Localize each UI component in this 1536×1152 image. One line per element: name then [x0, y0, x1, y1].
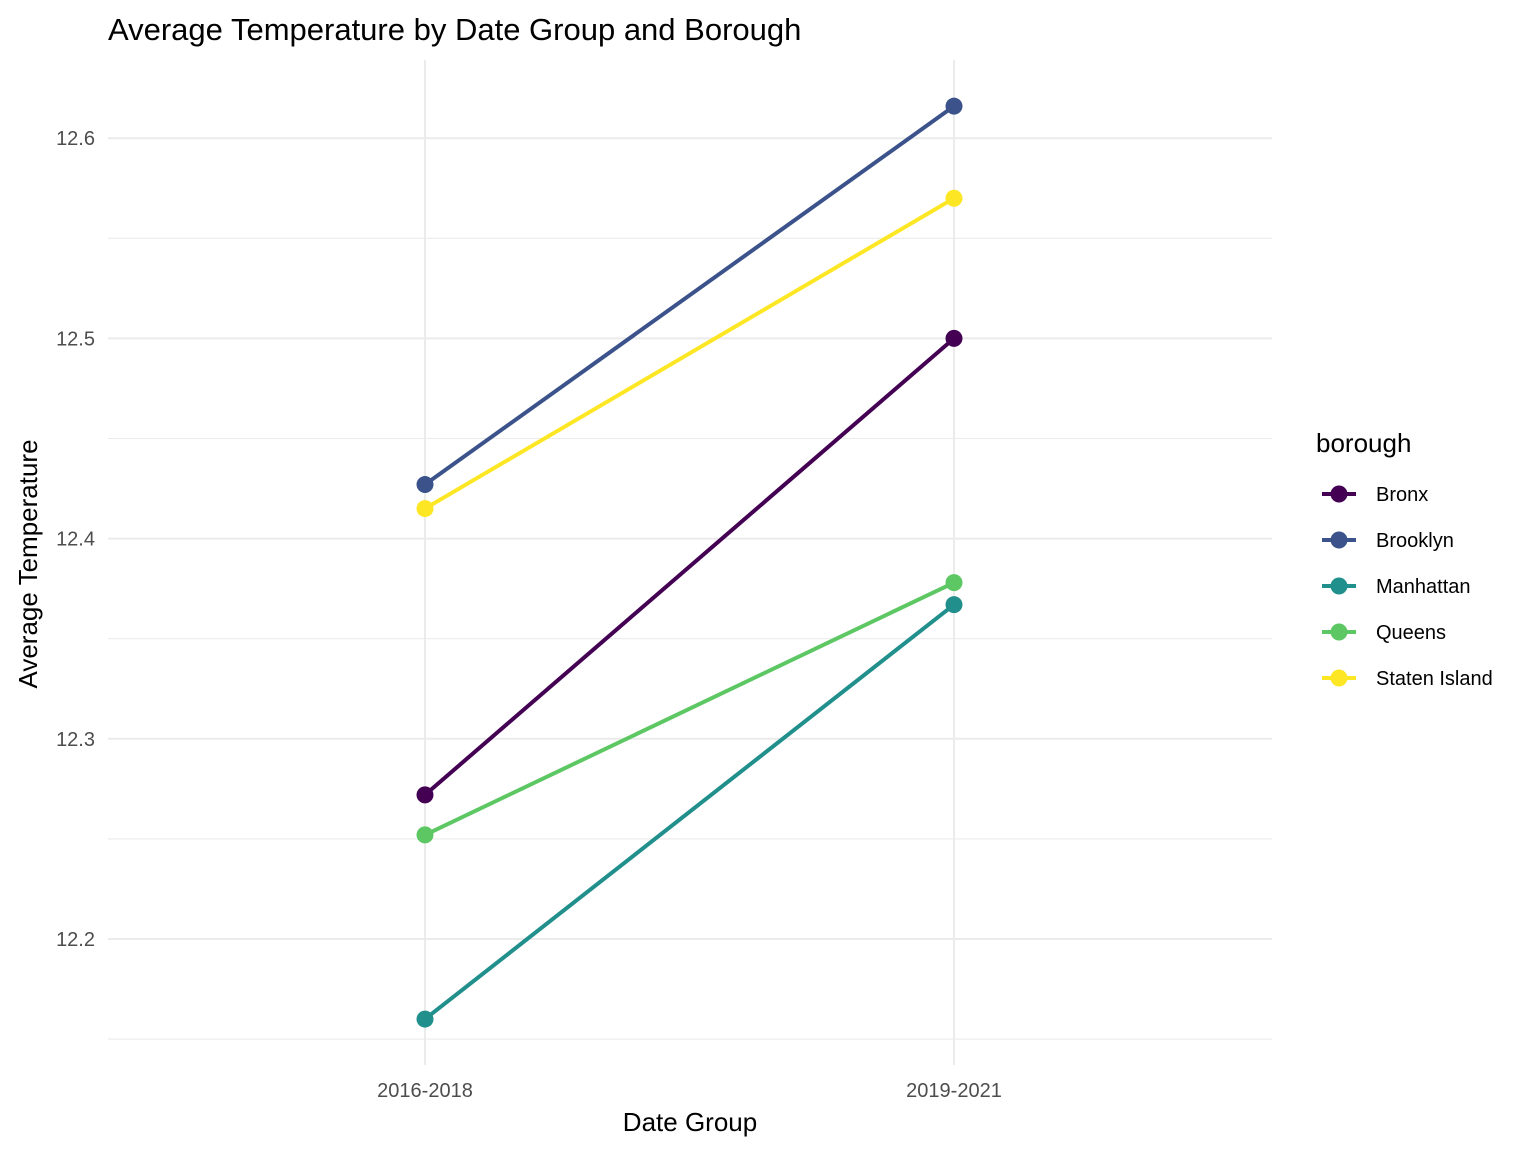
x-axis-ticks: 2016-2018 2019-2021 — [377, 1080, 1002, 1102]
data-point — [945, 596, 963, 614]
legend-label: Staten Island — [1376, 668, 1493, 690]
legend-key-point — [1330, 623, 1348, 641]
legend-title: borough — [1316, 428, 1411, 458]
series-line — [423, 603, 956, 1021]
legend-key-point — [1330, 531, 1348, 549]
data-point — [945, 189, 963, 207]
data-point — [945, 97, 963, 115]
series-manhattan — [416, 596, 963, 1028]
gridlines — [108, 60, 1272, 1065]
series-line — [423, 336, 956, 797]
y-axis-ticks: 12.2 12.3 12.4 12.5 12.6 — [56, 128, 95, 951]
legend: borough Bronx Brooklyn Manhattan Queens Stat… — [1316, 428, 1493, 690]
data-point — [416, 826, 434, 844]
data-point — [416, 1010, 434, 1028]
data-point — [416, 476, 434, 494]
legend-item: Queens — [1322, 622, 1446, 644]
series-line — [423, 196, 956, 511]
data-point — [945, 329, 963, 347]
y-axis-title: Average Temperature — [13, 439, 43, 688]
series-layer — [416, 97, 963, 1028]
legend-label: Queens — [1376, 622, 1446, 644]
y-tick-label: 12.5 — [56, 328, 95, 350]
series-line — [424, 580, 955, 837]
legend-key-point — [1330, 669, 1348, 687]
y-tick-label: 12.3 — [56, 729, 95, 751]
legend-label: Brooklyn — [1376, 530, 1454, 552]
series-brooklyn — [416, 97, 963, 494]
legend-label: Bronx — [1376, 484, 1428, 506]
legend-key-point — [1330, 485, 1348, 503]
legend-key-point — [1330, 577, 1348, 595]
x-tick-label: 2019-2021 — [906, 1080, 1002, 1102]
data-point — [416, 786, 434, 804]
x-axis-title: Date Group — [623, 1107, 757, 1137]
legend-items: Bronx Brooklyn Manhattan Queens Staten Islan… — [1322, 484, 1493, 690]
chart-title: Average Temperature by Date Group and Bo… — [108, 12, 801, 47]
legend-item: Manhattan — [1322, 576, 1471, 598]
data-point — [945, 574, 963, 592]
legend-item: Bronx — [1322, 484, 1428, 506]
series-bronx — [416, 329, 963, 804]
legend-item: Brooklyn — [1322, 530, 1454, 552]
legend-label: Manhattan — [1376, 576, 1471, 598]
series-line — [423, 104, 956, 487]
series-staten-island — [416, 189, 963, 518]
y-tick-label: 12.4 — [56, 529, 95, 551]
legend-item: Staten Island — [1322, 668, 1493, 690]
series-queens — [416, 574, 963, 844]
y-tick-label: 12.6 — [56, 128, 95, 150]
x-tick-label: 2016-2018 — [377, 1080, 473, 1102]
data-point — [416, 500, 434, 518]
y-tick-label: 12.2 — [56, 929, 95, 951]
